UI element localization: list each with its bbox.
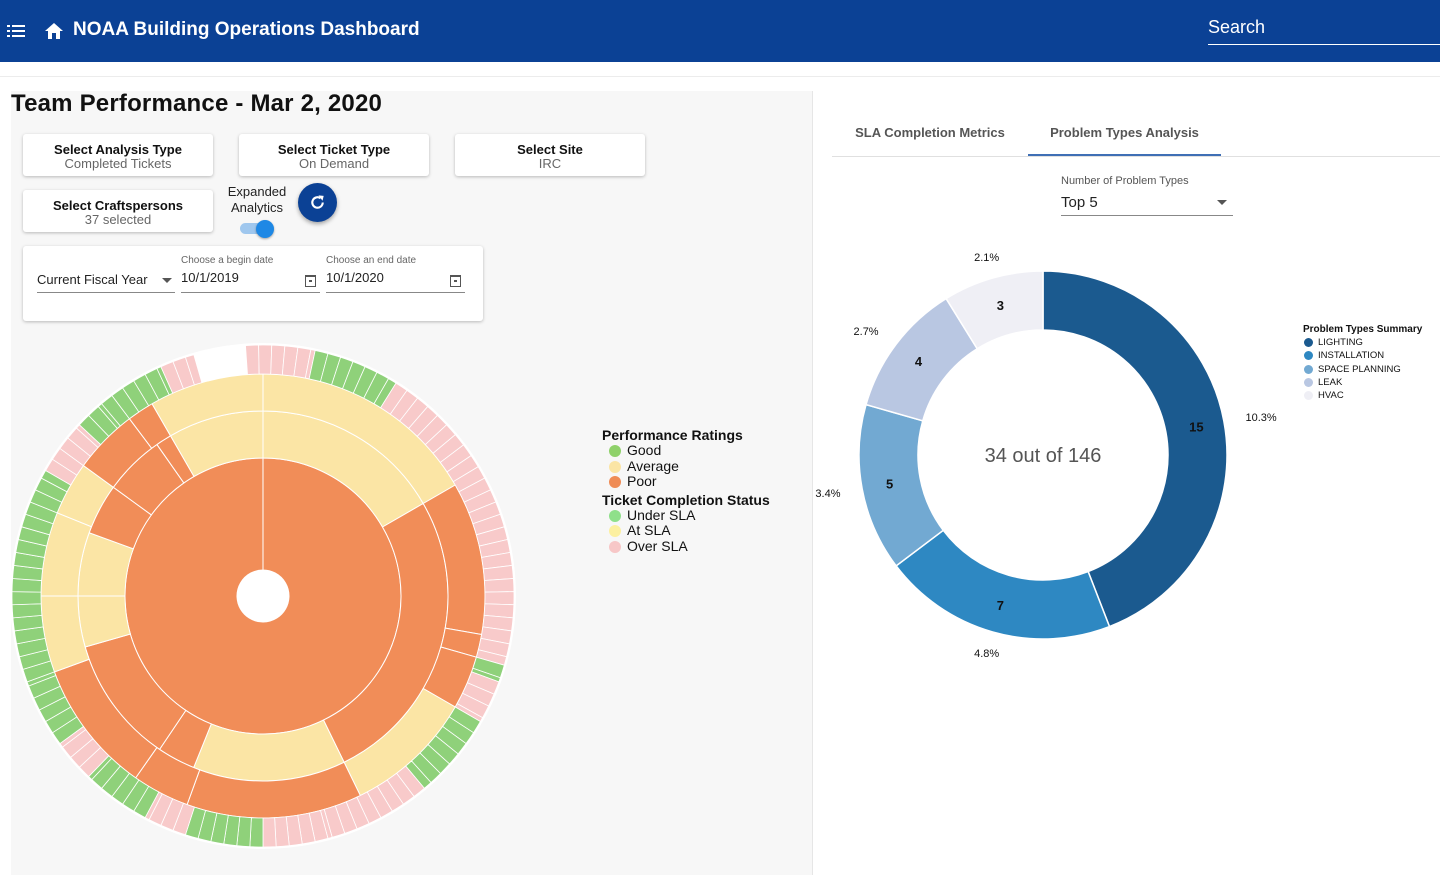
donut-value-label: 4 [915, 354, 923, 369]
begin-date-value: 10/1/2019 [181, 270, 239, 285]
legend-swatch [609, 540, 621, 553]
donut-percent-label: 2.7% [854, 326, 879, 338]
legend-item-leak: LEAK [1303, 376, 1422, 389]
select-analysis-type-label: Select Analysis Type [54, 142, 182, 157]
select-craftspersons-button[interactable]: Select Craftspersons 37 selected [23, 190, 213, 232]
donut-slice [1042, 270, 1228, 628]
problem-types-legend-title: Problem Types Summary [1303, 324, 1423, 335]
select-site-value: IRC [538, 156, 562, 171]
donut-slice [945, 270, 1044, 350]
tab-sla-completion-metrics[interactable]: SLA Completion Metrics [855, 125, 1005, 140]
legend-swatch [609, 525, 621, 537]
donut-slice [895, 529, 1111, 640]
select-site-label: Select Site [517, 142, 583, 157]
legend-item-installation: INSTALLATION [1303, 349, 1422, 362]
donut-value-label: 15 [1189, 419, 1203, 434]
page-title: Team Performance - Mar 2, 2020 [11, 90, 383, 117]
donut-center-text: 34 out of 146 [985, 445, 1102, 467]
donut-percent-label: 4.8% [974, 648, 999, 660]
donut-percent-label: 3.4% [815, 488, 840, 500]
select-ticket-type-value: On Demand [298, 156, 370, 171]
performance-ratings-title: Performance Ratings [602, 427, 743, 443]
legend-swatch [609, 509, 621, 522]
legend-swatch [1304, 391, 1313, 401]
legend-item-space-planning: SPACE PLANNING [1303, 363, 1422, 376]
donut-percent-label: 10.3% [1245, 412, 1276, 424]
select-craftspersons-label: Select Craftspersons [52, 198, 184, 213]
legend-item-average: Average [602, 458, 770, 475]
problem-types-count-select[interactable]: Top 5 [1061, 193, 1233, 216]
menu-icon[interactable] [7, 23, 25, 39]
refresh-button[interactable] [298, 183, 337, 222]
dropdown-arrow-icon [162, 278, 172, 283]
select-analysis-type-button[interactable]: Select Analysis Type Completed Tickets [23, 134, 213, 176]
donut-value-label: 5 [886, 477, 893, 492]
donut-percent-label: 2.1% [974, 252, 999, 264]
begin-date-field[interactable]: Choose a begin date 10/1/2019 [181, 255, 320, 293]
legend-swatch [609, 476, 621, 488]
panel-divider [812, 91, 813, 875]
fiscal-year-select[interactable]: Current Fiscal Year [37, 270, 175, 293]
date-range-card: Current Fiscal Year Choose a begin date … [23, 246, 483, 321]
calendar-icon[interactable] [305, 275, 316, 287]
sunburst-leaf-segment [184, 354, 203, 386]
problem-types-count-value: Top 5 [1061, 194, 1098, 211]
search-input[interactable]: Search [1208, 12, 1440, 45]
legend-item-under-sla: Under SLA [602, 507, 770, 524]
donut-value-label: 3 [997, 298, 1004, 313]
select-craftspersons-value: 37 selected [84, 212, 152, 227]
donut-value-label: 7 [997, 598, 1004, 613]
tab-bar-underline [832, 156, 1440, 157]
expanded-analytics-toggle[interactable] [240, 220, 274, 238]
legend-swatch [1304, 377, 1313, 387]
expanded-analytics-label: Expanded Analytics [227, 184, 287, 215]
app-title: NOAA Building Operations Dashboard [73, 19, 420, 40]
legend-swatch [609, 445, 621, 457]
legend-item-hvac: HVAC [1303, 389, 1422, 402]
refresh-icon [311, 195, 324, 209]
fiscal-year-value: Current Fiscal Year [37, 272, 148, 287]
end-date-value: 10/1/2020 [326, 270, 384, 285]
dropdown-arrow-icon [1217, 200, 1227, 205]
top-app-bar: NOAA Building Operations Dashboard Searc… [0, 0, 1440, 62]
select-ticket-type-button[interactable]: Select Ticket Type On Demand [239, 134, 429, 176]
legend-swatch [1304, 364, 1313, 374]
legend-swatch [1304, 351, 1313, 361]
performance-legend: Performance Ratings Good Average Poor Ti… [602, 427, 770, 554]
begin-date-label: Choose a begin date [181, 255, 274, 266]
legend-item-good: Good [602, 442, 770, 459]
legend-swatch [1304, 338, 1313, 347]
subheader-strip [0, 62, 1440, 77]
sunburst-center-hole [237, 570, 289, 622]
active-tab-indicator [1028, 154, 1221, 156]
select-site-button[interactable]: Select Site IRC [455, 134, 645, 176]
legend-item-over-sla: Over SLA [602, 538, 770, 555]
problem-types-legend: Problem Types Summary LIGHTING INSTALLAT… [1303, 323, 1422, 402]
legend-swatch [609, 460, 621, 473]
toggle-knob [256, 220, 274, 238]
select-analysis-type-value: Completed Tickets [64, 156, 172, 171]
tab-problem-types-analysis[interactable]: Problem Types Analysis [1050, 125, 1199, 140]
home-icon[interactable] [44, 21, 64, 41]
calendar-icon[interactable] [450, 275, 461, 287]
end-date-label: Choose an end date [326, 255, 417, 266]
end-date-field[interactable]: Choose an end date 10/1/2020 [326, 255, 465, 293]
legend-item-at-sla: At SLA [602, 522, 770, 539]
select-ticket-type-label: Select Ticket Type [277, 142, 391, 157]
ticket-completion-title: Ticket Completion Status [602, 491, 770, 508]
legend-item-poor: Poor [602, 473, 770, 490]
legend-item-lighting: LIGHTING [1303, 336, 1422, 349]
problem-types-count-label: Number of Problem Types [1061, 175, 1189, 187]
